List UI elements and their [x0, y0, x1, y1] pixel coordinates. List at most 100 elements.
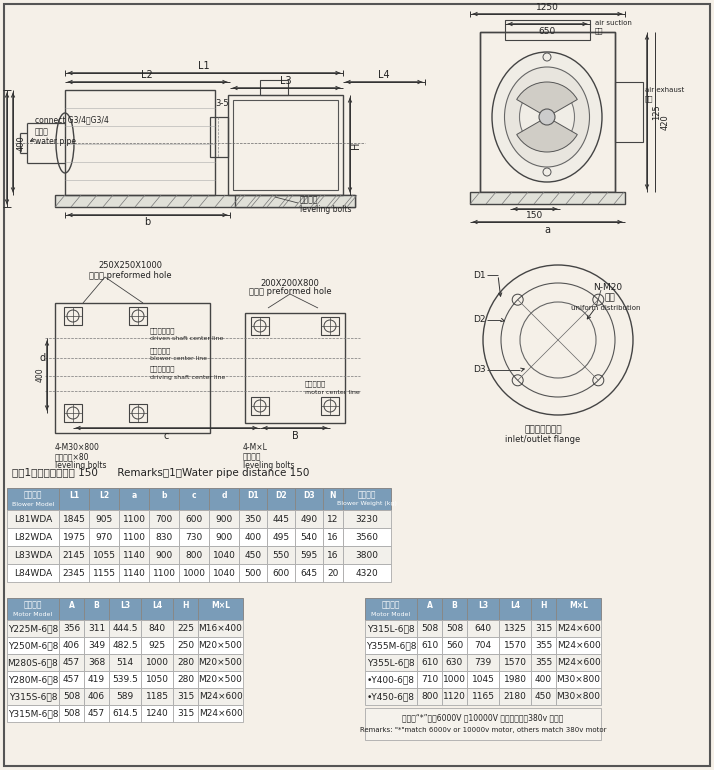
Text: 925: 925 — [149, 641, 166, 650]
Bar — [173, 620, 198, 637]
Text: B: B — [291, 431, 298, 441]
Bar — [470, 192, 625, 204]
Bar — [173, 671, 198, 688]
Bar — [141, 620, 173, 637]
Bar — [556, 671, 601, 688]
Bar — [59, 688, 84, 705]
Text: M20×500: M20×500 — [198, 675, 243, 684]
Text: 1240: 1240 — [146, 709, 169, 718]
Text: B: B — [452, 601, 458, 610]
Bar — [7, 688, 59, 705]
Bar — [239, 564, 267, 582]
Bar — [89, 488, 119, 510]
Bar — [198, 637, 243, 654]
Bar — [84, 598, 109, 620]
Text: 315: 315 — [177, 692, 194, 701]
Bar — [233, 100, 338, 190]
Bar — [141, 671, 173, 688]
Text: 444.5: 444.5 — [112, 624, 138, 633]
Bar — [209, 564, 239, 582]
Bar — [531, 598, 556, 620]
Bar — [531, 637, 556, 654]
Bar — [119, 564, 149, 582]
Bar — [239, 510, 267, 528]
Bar — [267, 488, 295, 510]
Text: 1040: 1040 — [213, 551, 236, 560]
Text: L2: L2 — [99, 490, 109, 500]
Text: 356: 356 — [63, 624, 80, 633]
Bar — [467, 671, 499, 688]
Text: 1155: 1155 — [93, 568, 116, 578]
Bar — [109, 671, 141, 688]
Text: 1325: 1325 — [503, 624, 526, 633]
Bar — [59, 598, 84, 620]
Bar — [179, 510, 209, 528]
Bar — [499, 671, 531, 688]
Bar — [239, 546, 267, 564]
Text: 3-5: 3-5 — [215, 99, 228, 108]
Bar — [173, 637, 198, 654]
Bar — [119, 488, 149, 510]
Bar — [467, 598, 499, 620]
Text: 550: 550 — [272, 551, 290, 560]
Bar — [556, 637, 601, 654]
Text: Blower Model: Blower Model — [12, 501, 54, 507]
Ellipse shape — [520, 85, 575, 149]
Bar — [7, 705, 59, 722]
Bar — [442, 637, 467, 654]
Bar — [84, 637, 109, 654]
Text: L2: L2 — [141, 70, 153, 80]
Bar — [55, 303, 210, 433]
Text: Motor Model: Motor Model — [371, 611, 411, 617]
Bar — [129, 404, 147, 422]
Bar — [556, 688, 601, 705]
Bar — [59, 528, 89, 546]
Bar — [417, 598, 442, 620]
Bar — [141, 705, 173, 722]
Text: 739: 739 — [474, 658, 492, 667]
Text: 2345: 2345 — [63, 568, 86, 578]
Bar — [295, 528, 323, 546]
Bar — [7, 671, 59, 688]
Text: D1: D1 — [247, 490, 258, 500]
Bar — [89, 564, 119, 582]
Text: 3800: 3800 — [356, 551, 378, 560]
Text: H: H — [540, 601, 547, 610]
Text: Remarks: "*"match 6000v or 10000v motor, others match 380v motor: Remarks: "*"match 6000v or 10000v motor,… — [360, 727, 606, 733]
Bar — [198, 705, 243, 722]
Text: 650: 650 — [538, 26, 555, 35]
Text: L83WDA: L83WDA — [14, 551, 52, 560]
Text: 1045: 1045 — [471, 675, 494, 684]
Text: 4320: 4320 — [356, 568, 378, 578]
Text: Y225M-6、8: Y225M-6、8 — [8, 624, 58, 633]
Bar — [84, 671, 109, 688]
Bar — [209, 510, 239, 528]
Bar — [173, 688, 198, 705]
Text: 1000: 1000 — [443, 675, 466, 684]
Text: 710: 710 — [421, 675, 438, 684]
Text: 349: 349 — [88, 641, 105, 650]
Text: M16×400: M16×400 — [198, 624, 243, 633]
Bar — [323, 528, 343, 546]
Bar — [149, 546, 179, 564]
Bar — [442, 598, 467, 620]
Bar — [84, 705, 109, 722]
Text: D3: D3 — [303, 490, 315, 500]
Bar — [467, 620, 499, 637]
Bar — [119, 546, 149, 564]
Bar — [323, 564, 343, 582]
Text: 16: 16 — [327, 551, 338, 560]
Bar — [480, 32, 615, 192]
Text: water pipe: water pipe — [35, 138, 76, 146]
Bar — [251, 317, 269, 335]
Text: M24×600: M24×600 — [557, 641, 600, 650]
Text: H: H — [182, 601, 188, 610]
Bar — [499, 620, 531, 637]
Text: 从动轴中心线: 从动轴中心线 — [150, 328, 176, 334]
Bar — [499, 637, 531, 654]
Text: 406: 406 — [88, 692, 105, 701]
Text: 970: 970 — [96, 533, 113, 541]
Bar — [109, 688, 141, 705]
Text: 490: 490 — [301, 514, 318, 524]
Text: 500: 500 — [244, 568, 261, 578]
